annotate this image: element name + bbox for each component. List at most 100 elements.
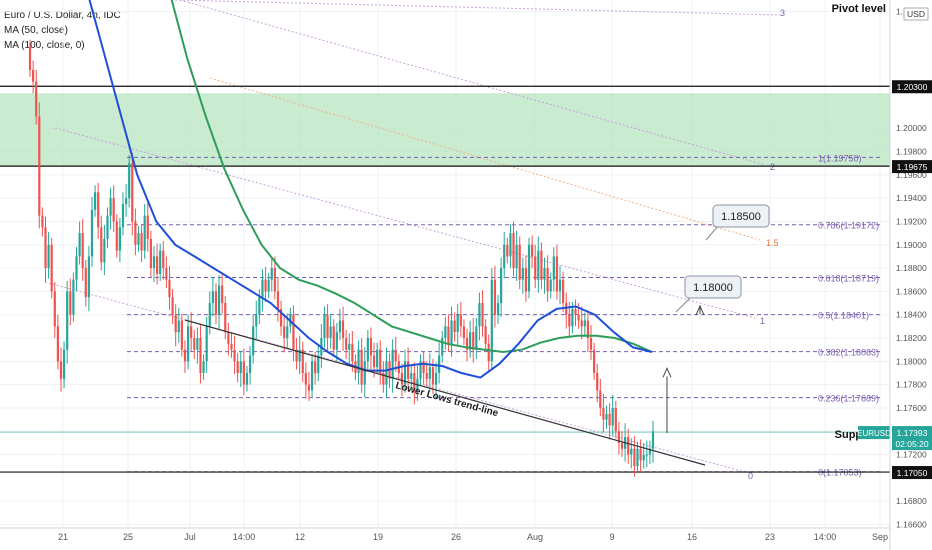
candle-body-156 (512, 233, 515, 269)
legend-ma-fast[interactable]: MA (50, close) (4, 25, 68, 36)
candle-body-193 (627, 437, 630, 455)
target-arrows (662, 225, 719, 433)
pivot-tag-box (892, 160, 932, 174)
candle-body-175 (571, 308, 574, 327)
candle-body-61 (217, 285, 221, 315)
candle-138 (456, 304, 459, 347)
time-tick-12: Sep (872, 532, 888, 542)
candle-176 (574, 299, 577, 327)
candle-23 (100, 215, 103, 271)
callout-1-box[interactable] (684, 275, 742, 299)
price-tick-6: 1.19000 (896, 240, 927, 250)
channel-line-0 (174, 0, 781, 16)
fib-label-3: 0.5(1.18401) (818, 311, 869, 321)
candle-body-18 (84, 268, 87, 298)
candle-152 (500, 257, 503, 318)
candle-body-120 (400, 372, 404, 385)
candle-body-189 (614, 407, 617, 432)
fib-label-6: 0(1.17053) (818, 468, 862, 478)
candle-body-91 (310, 361, 314, 391)
candle-body-166 (543, 268, 546, 280)
candle-198 (642, 442, 645, 469)
candle-6 (47, 231, 50, 279)
candle-108 (363, 347, 366, 398)
candle-body-14 (72, 279, 75, 315)
candle-112 (376, 342, 379, 375)
time-tick-11: 14:00 (814, 532, 837, 542)
candle-body-22 (97, 192, 100, 228)
candle-body-159 (521, 268, 524, 280)
candle-body-188 (611, 407, 614, 426)
candle-195 (633, 435, 636, 477)
candle-body-86 (295, 349, 298, 362)
candle-40 (152, 245, 156, 283)
candle-body-7 (50, 244, 53, 292)
candle-body-183 (596, 372, 599, 391)
current-price-label: 1.17393 (897, 428, 928, 438)
price-axis-ticks: 1.210001.200001.198001.196001.194001.192… (896, 7, 927, 530)
support-tag-label: 1.17050 (897, 468, 928, 478)
support-tag: 1.17050 (892, 466, 932, 480)
candle-body-144 (475, 326, 478, 350)
legend-ma-slow[interactable]: MA (100, close, 0) (4, 40, 85, 51)
candle-74 (258, 289, 261, 325)
candle-187 (608, 403, 611, 440)
time-tick-1: 25 (123, 532, 133, 542)
candle-191 (620, 431, 624, 457)
price-tick-5: 1.19200 (896, 216, 927, 226)
candle-136 (450, 306, 453, 357)
usd-tag-box (903, 7, 929, 21)
legend-symbol[interactable]: Euro / U.S. Dollar, 4h, IDC (4, 10, 121, 21)
candle-body-81 (279, 308, 283, 327)
candle-147 (484, 319, 487, 351)
time-axis[interactable] (0, 528, 890, 550)
callout-2-box[interactable] (712, 204, 770, 228)
candle-193 (627, 428, 630, 464)
candle-189 (614, 400, 617, 439)
price-tick-2: 1.19800 (896, 147, 927, 157)
candle-body-50 (183, 349, 187, 362)
candle-body-70 (245, 372, 249, 385)
callout-1-label: 1.18000 (693, 282, 733, 294)
candle-body-74 (258, 297, 261, 315)
candle-body-83 (286, 326, 289, 339)
candle-body-35 (137, 233, 140, 245)
candle-body-135 (447, 326, 450, 344)
candle-52 (190, 312, 193, 351)
fib-label-2: 0.618(1.18719) (818, 274, 879, 284)
price-tick-10: 1.18200 (896, 333, 927, 343)
candle-163 (534, 244, 537, 288)
candle-158 (518, 236, 521, 290)
candle-61 (217, 275, 221, 329)
candle-body-152 (500, 268, 503, 304)
candle-188 (611, 395, 614, 436)
candle-100 (338, 308, 342, 341)
candle-133 (441, 331, 444, 363)
candle-body-153 (503, 244, 506, 269)
candle-body-141 (465, 338, 469, 350)
candle-body-122 (407, 361, 410, 379)
lower-lows-trendline[interactable] (184, 319, 706, 466)
candle-12 (66, 280, 69, 364)
candle-35 (137, 226, 140, 252)
candle-body-92 (314, 361, 317, 373)
candle-body-29 (118, 227, 121, 251)
arrow-1-head (662, 367, 672, 378)
candle-body-117 (391, 349, 394, 379)
arrow-2-head (695, 304, 705, 316)
candle-body-199 (645, 454, 648, 456)
candle-body-64 (227, 332, 230, 344)
candle-160 (524, 255, 528, 302)
candle-body-132 (438, 355, 441, 373)
usd-tag-label: USD (907, 9, 925, 19)
candle-body-134 (444, 326, 447, 339)
candle-body-187 (608, 413, 611, 426)
candle-body-5 (44, 227, 47, 269)
candle-body-20 (90, 209, 94, 257)
candle-body-167 (546, 268, 549, 292)
candle-body-137 (453, 320, 456, 333)
candle-51 (186, 314, 190, 370)
fib-label-4: 0.382(1.18083) (818, 348, 879, 358)
candle-197 (639, 439, 642, 473)
